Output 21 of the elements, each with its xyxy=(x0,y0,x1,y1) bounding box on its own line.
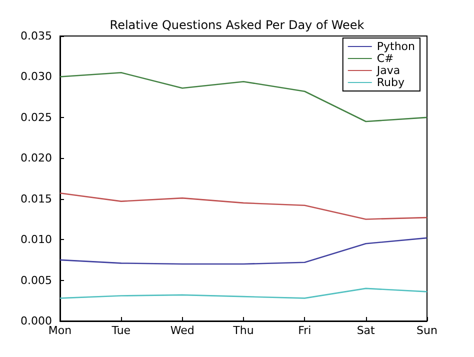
legend-label: Java xyxy=(376,64,400,77)
legend-label: Python xyxy=(376,40,416,53)
y-tick-label: 0.025 xyxy=(20,110,52,124)
x-tick-label: Tue xyxy=(110,324,131,337)
y-tick-label: 0.020 xyxy=(20,152,52,165)
y-tick-label: 0.015 xyxy=(20,192,52,206)
y-tick-label: 0.005 xyxy=(20,274,52,287)
legend-label: Ruby xyxy=(376,76,405,89)
line-series xyxy=(59,192,428,220)
y-tick-label: 0.010 xyxy=(20,233,52,246)
x-tick-label: Fri xyxy=(298,324,312,337)
x-tick-label: Sun xyxy=(416,324,438,337)
x-tick-label: Sat xyxy=(356,324,376,337)
y-tick-label: 0.035 xyxy=(20,30,52,42)
y-tick-label: 0.030 xyxy=(20,70,52,84)
line-series xyxy=(59,288,428,299)
legend-label: C# xyxy=(376,52,394,65)
x-tick-label: Thu xyxy=(232,324,254,337)
line-series xyxy=(59,237,428,265)
chart-title: Relative Questions Asked Per Day of Week xyxy=(110,18,364,32)
x-tick-label: Wed xyxy=(170,324,194,337)
